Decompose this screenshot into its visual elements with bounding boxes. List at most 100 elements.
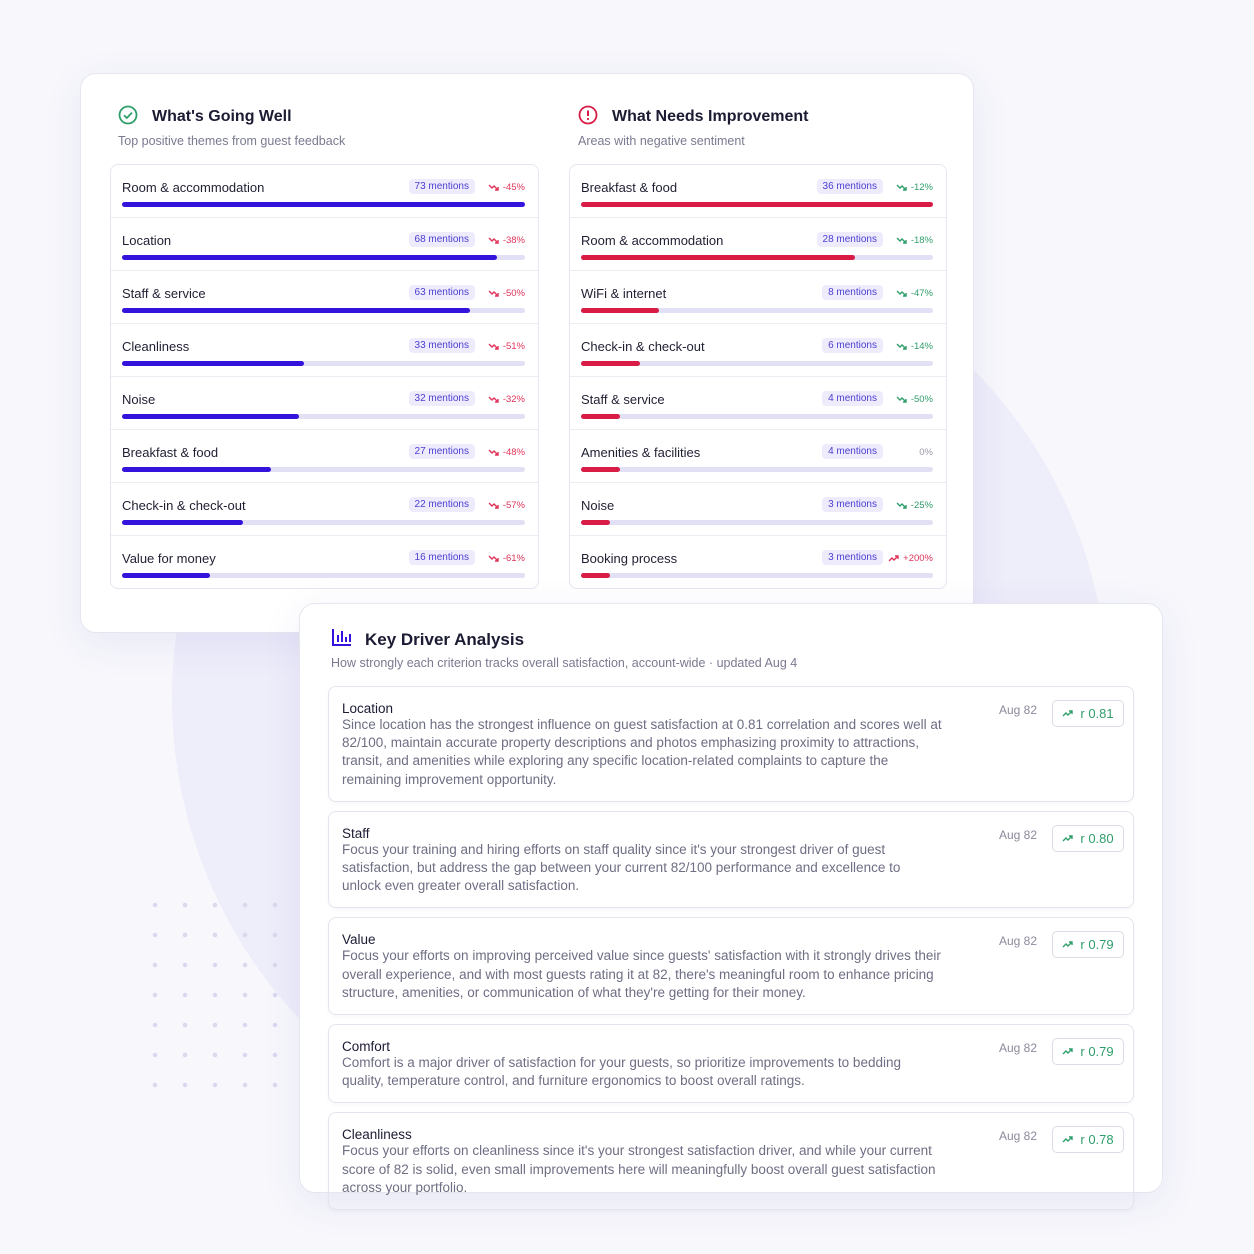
driver-date: Aug 82 [998, 827, 1037, 842]
bar-track [581, 414, 933, 419]
mentions-bar [581, 255, 855, 260]
theme-name: Amenities & facilities [581, 445, 701, 460]
bar-track [122, 308, 525, 313]
driver-text: Since location has the strongest influen… [342, 717, 942, 787]
mentions-badge: 8 mentions [822, 285, 883, 300]
check-icon [118, 105, 138, 125]
driver-date: Aug 82 [998, 1041, 1037, 1056]
driver-text: Focus your efforts on cleanliness since … [342, 1143, 936, 1195]
mentions-bar [122, 202, 525, 207]
driver-text: Focus your efforts on improving perceive… [342, 948, 941, 1000]
driver-name: Staff [342, 825, 370, 841]
chart-icon [332, 629, 351, 646]
mentions-badge: 68 mentions [408, 232, 475, 247]
change-indicator: -32% [488, 394, 525, 405]
bar-track [581, 308, 933, 313]
theme-name: Booking process [581, 551, 678, 566]
change-value: -50% [910, 394, 933, 405]
driver-text: Comfort is a major driver of satisfactio… [342, 1055, 901, 1089]
change-indicator: -25% [896, 500, 933, 511]
bar-track [581, 361, 933, 366]
theme-row: Breakfast & food 36 mentions -12% [570, 165, 946, 218]
theme-row: Noise 32 mentions -32% [111, 377, 538, 430]
mentions-bar [581, 573, 611, 578]
driver-name: Comfort [342, 1039, 391, 1055]
correlation-value: r 0.79 [1080, 937, 1114, 953]
mentions-badge: 27 mentions [408, 444, 475, 459]
mentions-badge: 3 mentions [822, 497, 883, 512]
mentions-badge: 4 mentions [822, 391, 883, 406]
mentions-bar [122, 467, 272, 472]
change-indicator: -12% [896, 182, 933, 193]
mentions-badge: 32 mentions [408, 391, 475, 406]
bar-track [122, 202, 525, 207]
mentions-badge: 73 mentions [408, 179, 475, 194]
correlation-value: r 0.78 [1080, 1132, 1114, 1148]
change-indicator: -18% [896, 235, 933, 246]
theme-name: Value for money [122, 551, 216, 566]
bar-track [581, 202, 933, 207]
driver-text: Focus your training and hiring efforts o… [342, 841, 901, 894]
mentions-bar [581, 308, 660, 313]
bar-track [122, 255, 525, 260]
panel-title: Key Driver Analysis [365, 630, 525, 649]
mentions-badge: 4 mentions [822, 444, 883, 459]
key-driver-card: Key Driver Analysis How strongly each cr… [299, 603, 1163, 1211]
theme-row: Value for money 16 mentions -61% [111, 536, 538, 588]
driver-card: Cleanliness Focus your efforts on cleanli… [328, 1112, 1134, 1211]
change-value: -18% [910, 235, 933, 246]
change-indicator: -50% [896, 394, 933, 405]
driver-date: Aug 82 [998, 934, 1037, 949]
theme-name: Breakfast & food [122, 445, 219, 460]
change-value: -51% [502, 341, 525, 352]
alert-icon [578, 105, 598, 125]
change-indicator: -38% [488, 235, 525, 246]
change-indicator: -45% [488, 182, 525, 193]
mentions-bar [581, 361, 640, 366]
driver-date: Aug 82 [998, 703, 1037, 717]
driver-card: Location Since location has the strongest… [328, 686, 1134, 802]
change-value: +200% [903, 553, 933, 564]
bar-track [581, 573, 933, 578]
bar-track [581, 467, 933, 472]
change-indicator: -47% [896, 288, 933, 299]
change-indicator: +200% [888, 553, 933, 564]
driver-name: Cleanliness [342, 1127, 412, 1143]
theme-name: Check-in & check-out [581, 339, 705, 354]
bar-track [122, 467, 525, 472]
theme-row: Location 68 mentions -38% [111, 218, 538, 271]
theme-name: Check-in & check-out [122, 498, 246, 513]
theme-row: Noise 3 mentions -25% [570, 483, 946, 536]
driver-card: Staff Focus your training and hiring effo… [328, 810, 1134, 909]
panel-title: What Needs Improvement [612, 108, 809, 125]
theme-name: Staff & service [122, 286, 206, 301]
change-indicator: -50% [488, 288, 525, 299]
bar-track [122, 414, 525, 419]
theme-row: WiFi & internet 8 mentions -47% [570, 271, 946, 324]
change-value: -45% [502, 182, 525, 193]
theme-row: Booking process 3 mentions +200% [570, 536, 946, 588]
panel-subtitle: Top positive themes from guest feedback [118, 134, 346, 148]
mentions-bar [122, 520, 244, 525]
driver-name: Value [342, 932, 376, 948]
change-value: -14% [910, 341, 933, 352]
driver-name: Location [342, 701, 394, 716]
panel-title: What's Going Well [152, 108, 292, 125]
mentions-badge: 6 mentions [822, 338, 883, 353]
change-value: -12% [910, 182, 933, 193]
theme-name: Breakfast & food [581, 180, 678, 195]
correlation-badge: r 0.79 [1052, 931, 1124, 959]
theme-row: Staff & service 4 mentions -50% [570, 377, 946, 430]
theme-row: Amenities & facilities 4 mentions 0% [570, 430, 946, 483]
mentions-badge: 33 mentions [408, 338, 475, 353]
change-value: -57% [502, 500, 525, 511]
dot-pattern [140, 890, 330, 1090]
bar-track [122, 361, 525, 366]
theme-row: Check-in & check-out 6 mentions -14% [570, 324, 946, 377]
change-value: -25% [910, 500, 933, 511]
change-value: -61% [502, 553, 525, 564]
change-indicator: -61% [488, 553, 525, 564]
mentions-bar [581, 414, 621, 419]
mentions-bar [581, 467, 621, 472]
